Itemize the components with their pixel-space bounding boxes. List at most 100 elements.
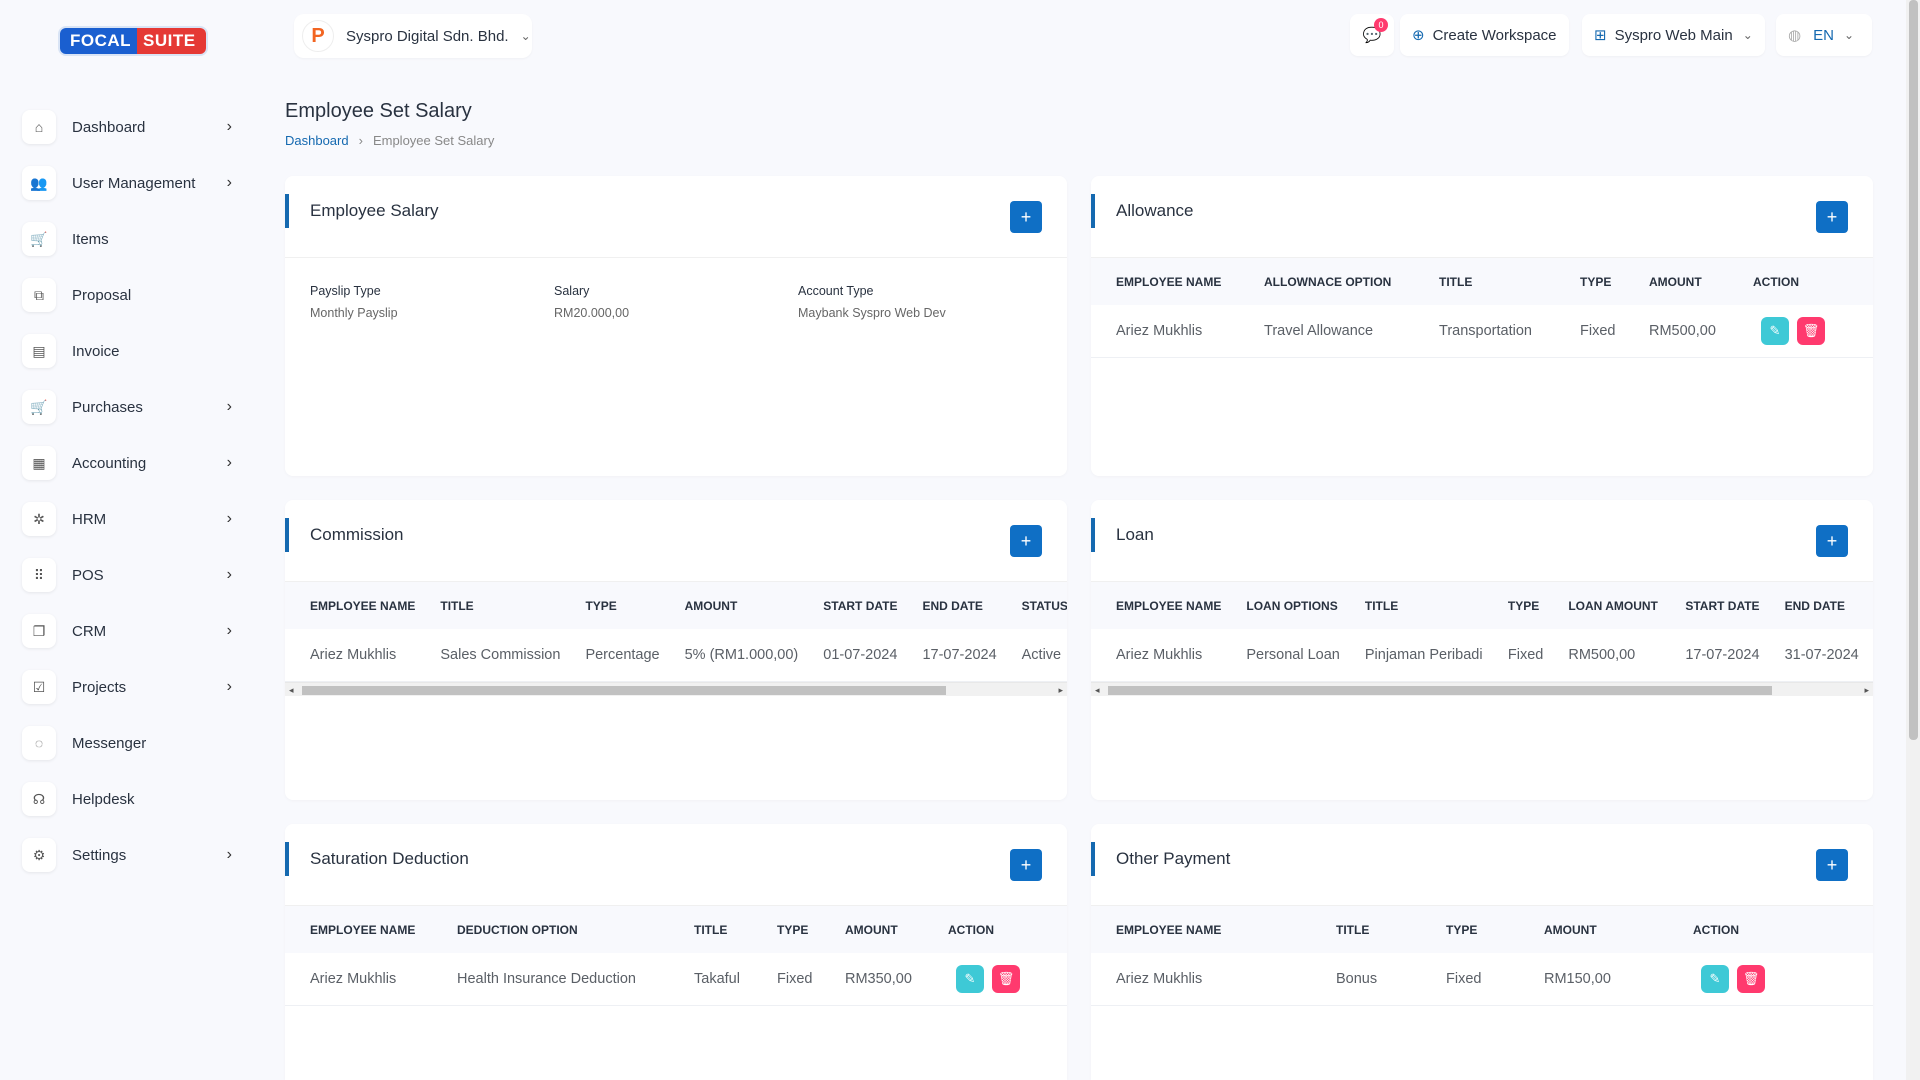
add-other-payment-button[interactable]: +	[1816, 849, 1848, 881]
sidebar-item-accounting[interactable]: ▦ Accounting ›	[22, 435, 232, 491]
breadcrumb: Dashboard › Employee Set Salary	[285, 133, 494, 148]
column-header: ACTION	[923, 906, 1067, 953]
sidebar-item-crm[interactable]: ❐ CRM ›	[22, 603, 232, 659]
column-header: EMPLOYEE NAME	[285, 906, 432, 953]
other-payment-table: EMPLOYEE NAME TITLE TYPE AMOUNT ACTION A…	[1091, 906, 1873, 1006]
sidebar-item-hrm[interactable]: ✲ HRM ›	[22, 491, 232, 547]
payslip-type-label: Payslip Type	[310, 284, 381, 298]
add-commission-button[interactable]: +	[1010, 525, 1042, 557]
messages-button[interactable]: 💬 0	[1350, 14, 1394, 56]
add-deduction-button[interactable]: +	[1010, 849, 1042, 881]
sidebar-item-label: Invoice	[72, 342, 120, 360]
chevron-down-icon: ⌄	[1742, 28, 1753, 42]
trash-icon: 🗑	[1742, 970, 1760, 986]
table-cell: Ariez Mukhlis	[1091, 953, 1311, 1006]
edit-button[interactable]: ✎	[956, 964, 984, 993]
column-header: TITLE	[669, 906, 752, 953]
commission-table-wrapper: EMPLOYEE NAME TITLE TYPE AMOUNT START DA…	[285, 582, 1067, 682]
sidebar-item-helpdesk[interactable]: ☊ Helpdesk	[22, 771, 232, 827]
salary-col: Salary RM20.000,00	[554, 284, 798, 320]
edit-button[interactable]: ✎	[1761, 316, 1789, 345]
card-header: Employee Salary +	[285, 176, 1067, 258]
horizontal-scrollbar[interactable]: ◂ ▸	[285, 681, 1067, 696]
add-allowance-button[interactable]: +	[1816, 201, 1848, 233]
scrollbar-thumb[interactable]	[1108, 685, 1772, 695]
chevron-right-icon: ›	[226, 174, 232, 191]
payslip-type-col: Payslip Type Monthly Payslip	[310, 284, 554, 320]
scroll-right-icon: ▸	[1864, 684, 1869, 695]
table-row: Ariez Mukhlis Travel Allowance Transport…	[1091, 305, 1873, 358]
delete-button[interactable]: 🗑	[1737, 964, 1765, 993]
dots-grid-icon: ⠿	[22, 558, 56, 592]
delete-button[interactable]: 🗑	[1797, 316, 1825, 345]
table-cell: RM500,00	[1543, 629, 1661, 682]
table-cell: 17-07-2024	[897, 629, 997, 682]
sidebar-item-proposal[interactable]: ⧉ Proposal	[22, 267, 232, 323]
sidebar-item-items[interactable]: 🛒 Items	[22, 211, 232, 267]
table-cell: Fixed	[1421, 953, 1519, 1006]
column-header: TYPE	[1482, 582, 1544, 629]
column-header: TITLE	[1339, 582, 1483, 629]
breadcrumb-current: Employee Set Salary	[372, 133, 495, 148]
sidebar-item-settings[interactable]: ⚙ Settings ›	[22, 827, 232, 883]
delete-button[interactable]: 🗑	[992, 964, 1020, 993]
sidebar-item-label: POS	[72, 566, 104, 584]
allowance-table: EMPLOYEE NAME ALLOWNACE OPTION TITLE TYP…	[1091, 258, 1873, 358]
sidebar-item-user-management[interactable]: 👥 User Management ›	[22, 155, 232, 211]
language-selector[interactable]: ◍ EN ⌄	[1776, 14, 1872, 56]
workspace-icon: ⊞	[1594, 27, 1607, 44]
column-header: EMPLOYEE NAME	[285, 582, 416, 629]
table-cell: RM350,00	[820, 953, 923, 1006]
chevron-right-icon: ›	[226, 678, 232, 695]
chevron-right-icon: ›	[226, 622, 232, 639]
add-loan-button[interactable]: +	[1816, 525, 1848, 557]
sidebar-nav: ⌂ Dashboard › 👥 User Management › 🛒 Items ⧉ Pr…	[22, 99, 232, 883]
column-header: START DATE	[798, 582, 898, 629]
language-code: EN	[1813, 26, 1834, 44]
company-selector[interactable]: P Syspro Digital Sdn. Bhd. ⌄	[294, 14, 532, 58]
table-cell: RM150,00	[1519, 953, 1668, 1006]
table-cell: Bonus	[1311, 953, 1421, 1006]
pencil-icon: ✎	[1709, 970, 1721, 986]
sidebar-item-label: Settings	[72, 846, 127, 864]
create-workspace-button[interactable]: ⊕ Create Workspace	[1400, 14, 1569, 56]
add-salary-button[interactable]: +	[1010, 201, 1042, 233]
table-cell: 5% (RM1.000,00)	[659, 629, 799, 682]
card-title: Other Payment	[1116, 849, 1231, 868]
page-scrollbar-thumb[interactable]	[1909, 0, 1918, 740]
workspace-selector[interactable]: ⊞ Syspro Web Main ⌄	[1582, 14, 1765, 56]
chat-icon: ◌	[22, 726, 56, 760]
chevron-right-icon: ›	[226, 398, 232, 415]
column-header: AMOUNT	[1519, 906, 1668, 953]
chevron-right-icon: ›	[226, 510, 232, 527]
notification-badge: 0	[1374, 18, 1388, 32]
breadcrumb-dashboard-link[interactable]: Dashboard	[285, 133, 349, 148]
sidebar-item-messenger[interactable]: ◌ Messenger	[22, 715, 232, 771]
table-cell: Travel Allowance	[1239, 305, 1414, 358]
sidebar-item-purchases[interactable]: 🛒 Purchases ›	[22, 379, 232, 435]
page-scrollbar[interactable]	[1906, 0, 1920, 1080]
table-cell: 17-07-2024	[1660, 629, 1760, 682]
layers-icon: ❐	[22, 614, 56, 648]
edit-button[interactable]: ✎	[1701, 964, 1729, 993]
plus-icon: +	[1826, 206, 1838, 227]
commission-table: EMPLOYEE NAME TITLE TYPE AMOUNT START DA…	[285, 582, 1067, 682]
scrollbar-thumb[interactable]	[302, 685, 946, 695]
sidebar-item-invoice[interactable]: ▤ Invoice	[22, 323, 232, 379]
table-row: Ariez Mukhlis Sales Commission Percentag…	[285, 629, 1067, 682]
column-header: TYPE	[560, 582, 660, 629]
table-cell: Ariez Mukhlis	[1091, 305, 1239, 358]
loan-table-wrapper: EMPLOYEE NAME LOAN OPTIONS TITLE TYPE LO…	[1091, 582, 1873, 682]
sidebar-item-projects[interactable]: ☑ Projects ›	[22, 659, 232, 715]
sidebar-item-dashboard[interactable]: ⌂ Dashboard ›	[22, 99, 232, 155]
chevron-down-icon: ⌄	[1843, 28, 1854, 42]
focal-suite-logo[interactable]: FOCAL SUITE	[60, 28, 206, 54]
horizontal-scrollbar[interactable]: ◂ ▸	[1091, 681, 1873, 696]
loan-table: EMPLOYEE NAME LOAN OPTIONS TITLE TYPE LO…	[1091, 582, 1873, 682]
scroll-left-icon: ◂	[1095, 684, 1100, 695]
scroll-left-icon: ◂	[289, 684, 294, 695]
plus-icon: +	[1020, 854, 1032, 875]
home-icon: ⌂	[22, 110, 56, 144]
table-cell: 31-07-2024	[1759, 629, 1873, 682]
sidebar-item-pos[interactable]: ⠿ POS ›	[22, 547, 232, 603]
